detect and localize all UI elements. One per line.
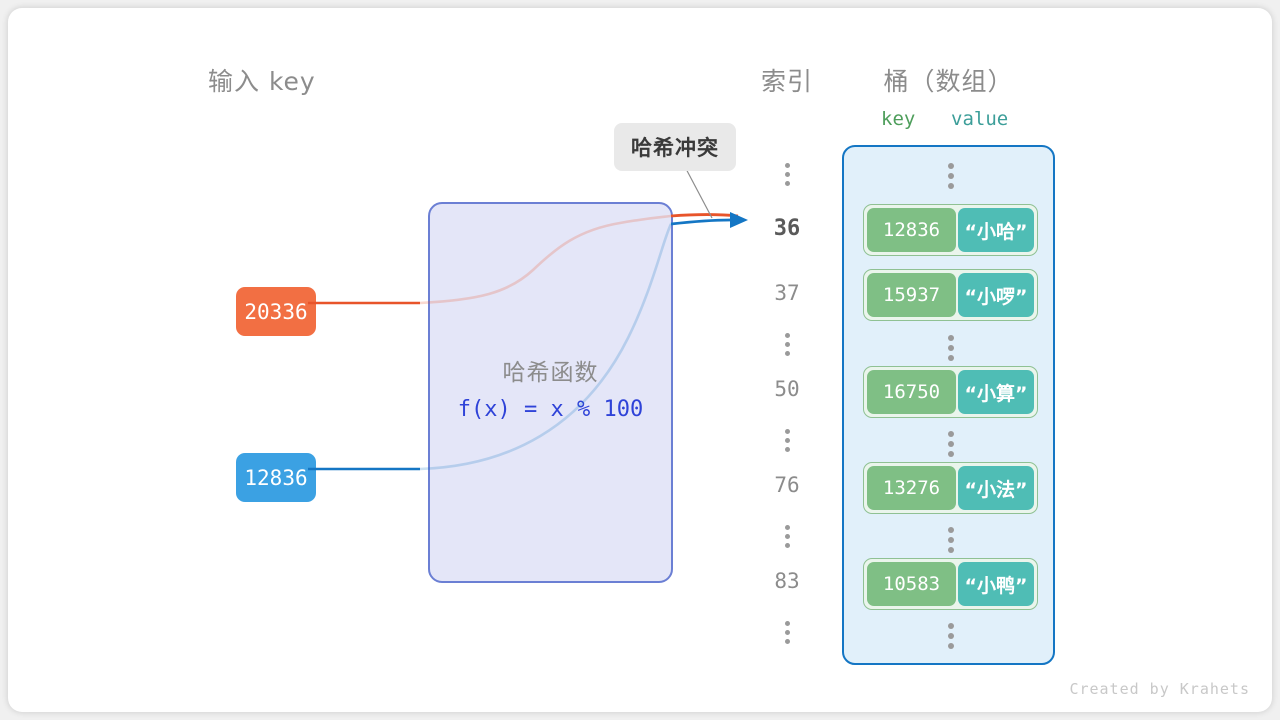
entry-key: 13276 (867, 466, 956, 510)
entry-key: 10583 (867, 562, 956, 606)
entry-key: 16750 (867, 370, 956, 414)
index-ellipsis-3 (748, 429, 826, 452)
heading-value-column: value (951, 108, 1009, 130)
entry-value: “小法” (958, 466, 1034, 510)
index-76: 76 (774, 473, 800, 497)
bucket-entry-10583[interactable]: 10583 “小鸭” (863, 558, 1038, 610)
bucket-ellipsis-bottom (844, 623, 1057, 649)
index-37: 37 (774, 281, 800, 305)
bucket-entry-12836[interactable]: 12836 “小哈” (863, 204, 1038, 256)
diagram-card: 输入 key 索引 桶（数组） key value 哈希函数 f(x) = x … (8, 8, 1272, 712)
callout-leader-line (683, 164, 713, 219)
bucket-array: 12836 “小哈” 15937 “小啰” 16750 “小算” 13276 “… (842, 145, 1055, 665)
credit-text: Created by Krahets (1069, 680, 1250, 698)
heading-bucket: 桶（数组） (883, 67, 1014, 96)
entry-value: “小哈” (958, 208, 1034, 252)
bucket-ellipsis-top (844, 163, 1057, 189)
input-key-12836[interactable]: 12836 (236, 453, 316, 502)
index-ellipsis-4 (748, 525, 826, 548)
index-36: 36 (773, 216, 801, 241)
heading-index: 索引 (760, 67, 813, 96)
index-ellipsis-bottom (748, 621, 826, 644)
index-ellipsis-top (748, 163, 826, 186)
heading-key-column: key (881, 108, 916, 130)
hash-collision-callout: 哈希冲突 (614, 123, 736, 171)
index-83: 83 (774, 569, 800, 593)
index-50: 50 (774, 377, 800, 401)
hash-function-title: 哈希函数 (502, 360, 599, 386)
entry-value: “小啰” (958, 273, 1034, 317)
blue-wire-out (670, 218, 731, 226)
hash-function-formula: f(x) = x % 100 (457, 397, 644, 422)
bucket-ellipsis-3 (844, 431, 1057, 457)
entry-value: “小算” (958, 370, 1034, 414)
entry-value: “小鸭” (958, 562, 1034, 606)
input-key-20336[interactable]: 20336 (236, 287, 316, 336)
index-ellipsis-2 (748, 333, 826, 356)
orange-wire-out (670, 213, 739, 218)
bucket-entry-13276[interactable]: 13276 “小法” (863, 462, 1038, 514)
hash-function-box: 哈希函数 f(x) = x % 100 (428, 202, 673, 583)
entry-key: 12836 (867, 208, 956, 252)
bucket-ellipsis-4 (844, 527, 1057, 553)
bucket-entry-16750[interactable]: 16750 “小算” (863, 366, 1038, 418)
bucket-ellipsis-2 (844, 335, 1057, 361)
entry-key: 15937 (867, 273, 956, 317)
arrow-head-index-36 (730, 212, 748, 228)
bucket-entry-15937[interactable]: 15937 “小啰” (863, 269, 1038, 321)
heading-input-key: 输入 key (208, 67, 316, 96)
